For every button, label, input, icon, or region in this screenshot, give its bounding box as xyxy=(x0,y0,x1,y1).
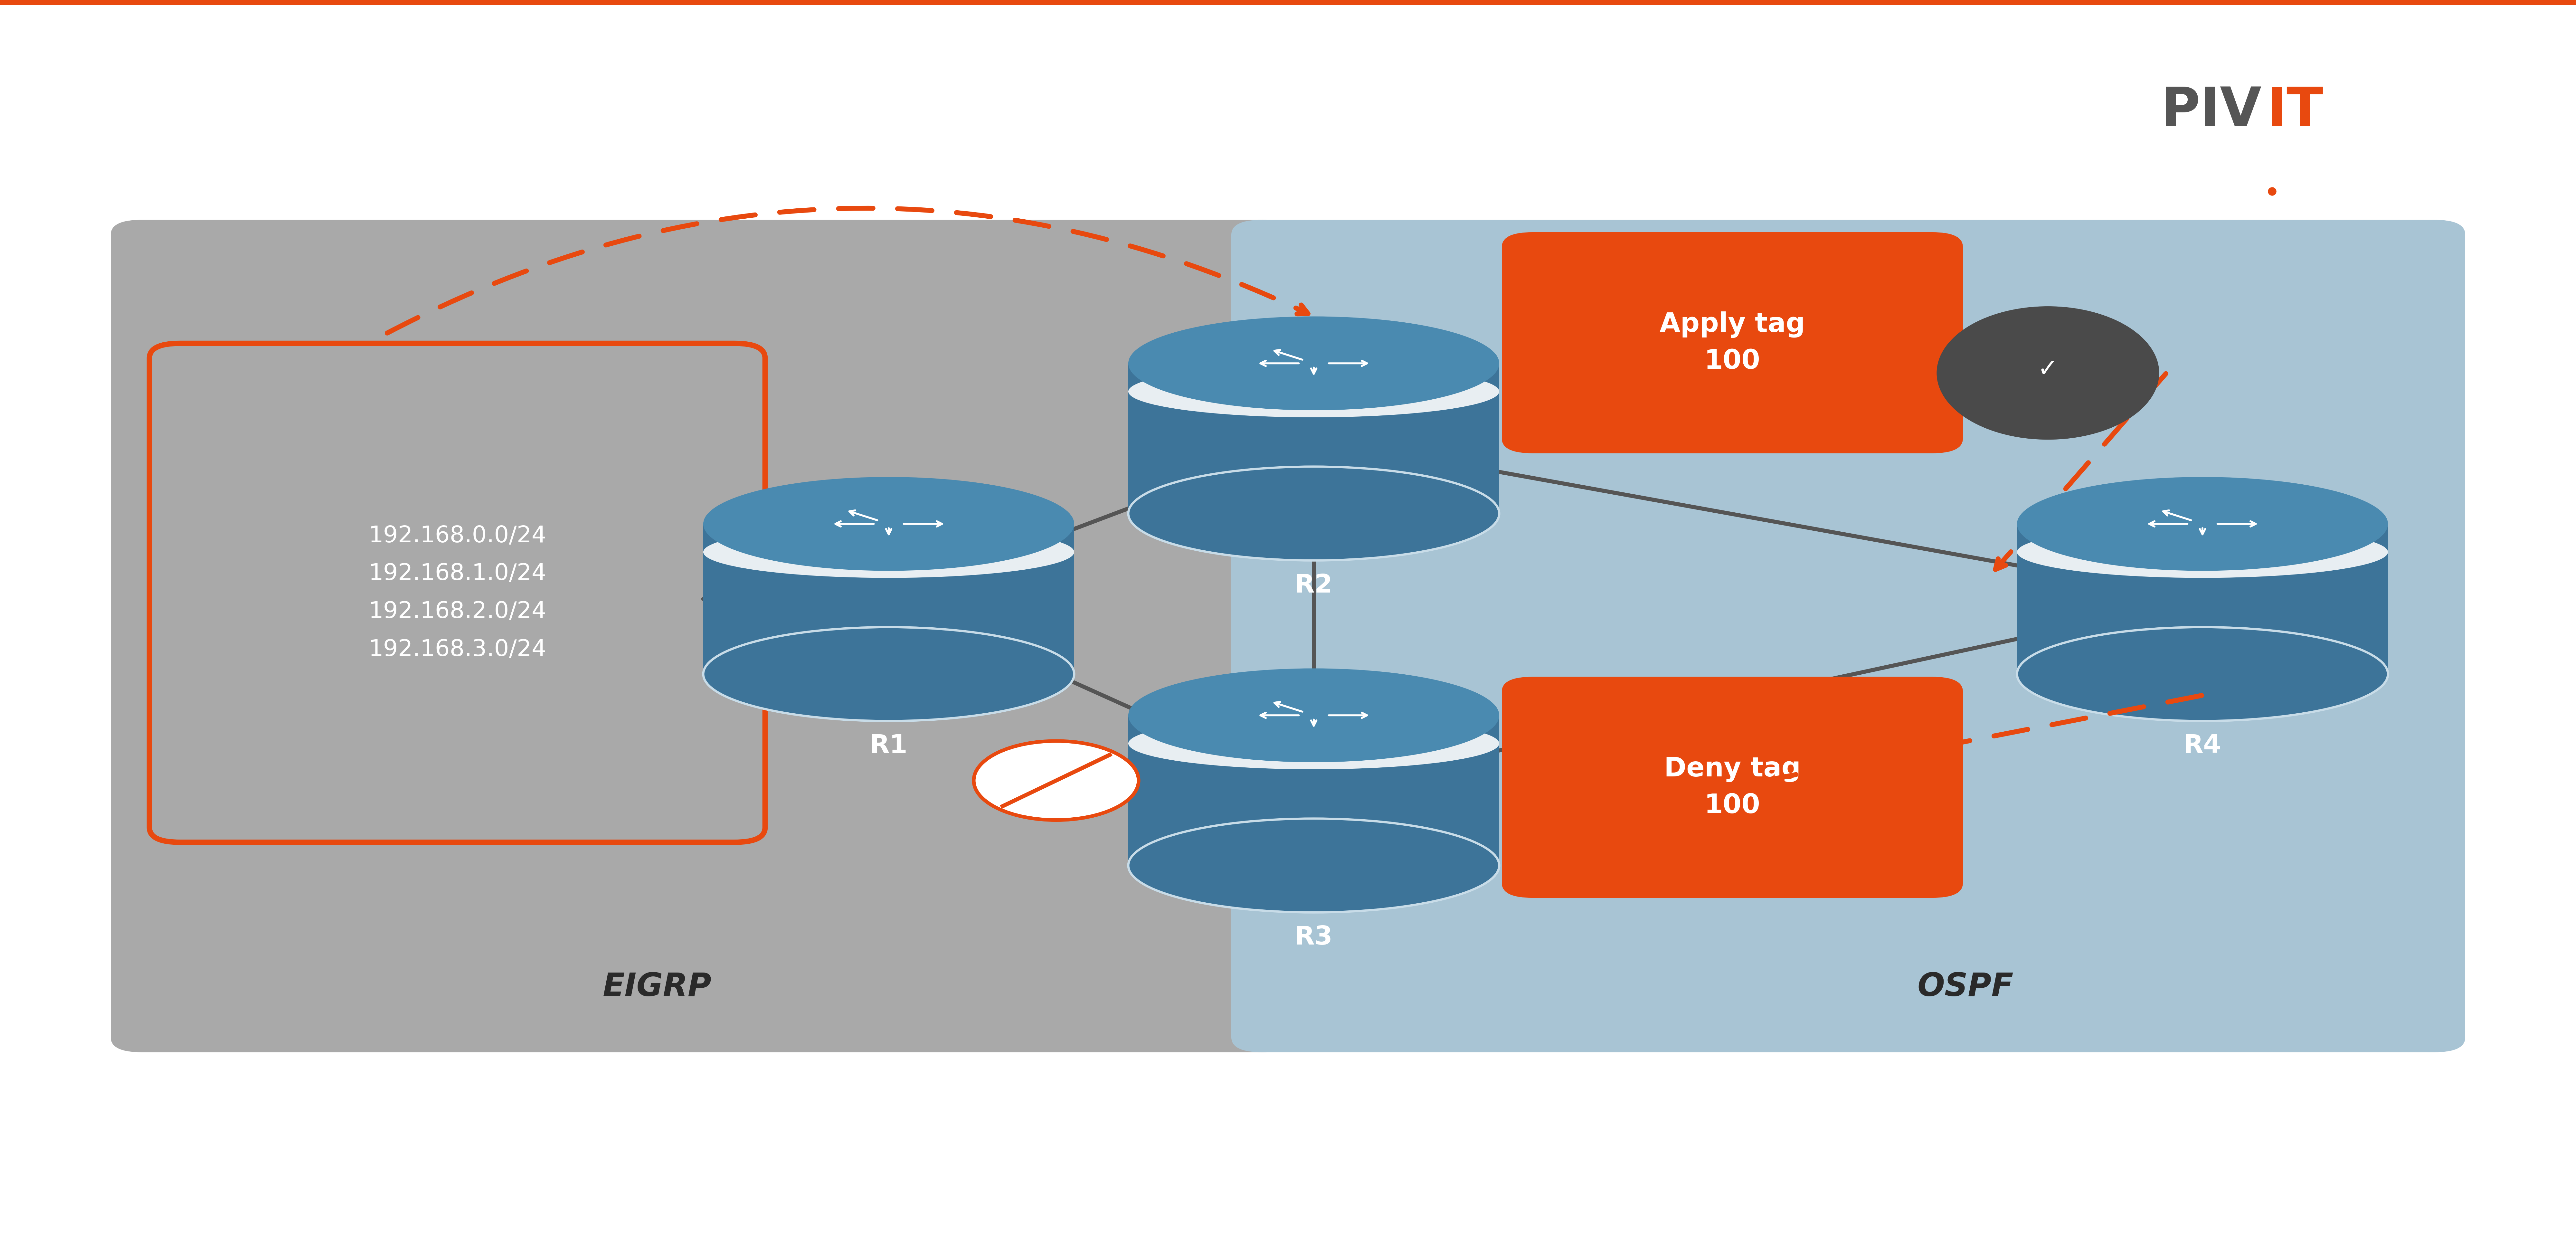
Text: Apply tag
100: Apply tag 100 xyxy=(1659,311,1806,374)
FancyArrowPatch shape xyxy=(1087,785,1103,802)
Polygon shape xyxy=(703,524,1074,674)
Ellipse shape xyxy=(1128,718,1499,769)
FancyArrowPatch shape xyxy=(1996,374,2166,569)
Polygon shape xyxy=(2017,524,2388,674)
Text: R3: R3 xyxy=(1296,925,1332,950)
Text: ✓: ✓ xyxy=(2038,357,2058,382)
Ellipse shape xyxy=(1128,366,1499,417)
FancyBboxPatch shape xyxy=(1231,220,2465,1052)
Ellipse shape xyxy=(2017,526,2388,578)
Text: EIGRP: EIGRP xyxy=(603,972,711,1003)
Text: 192.168.0.0/24
192.168.1.0/24
192.168.2.0/24
192.168.3.0/24: 192.168.0.0/24 192.168.1.0/24 192.168.2.… xyxy=(368,525,546,661)
FancyArrowPatch shape xyxy=(1525,695,2202,827)
FancyBboxPatch shape xyxy=(111,220,1293,1052)
FancyBboxPatch shape xyxy=(1502,677,1963,898)
Text: R1: R1 xyxy=(871,734,907,758)
Ellipse shape xyxy=(703,627,1074,721)
Ellipse shape xyxy=(1128,819,1499,913)
FancyBboxPatch shape xyxy=(149,343,765,842)
Ellipse shape xyxy=(1937,306,2159,440)
Text: OSPF: OSPF xyxy=(1917,972,2014,1003)
Text: Deny tag
100: Deny tag 100 xyxy=(1664,756,1801,819)
Polygon shape xyxy=(1128,363,1499,514)
Polygon shape xyxy=(1128,715,1499,866)
Ellipse shape xyxy=(2017,477,2388,571)
FancyBboxPatch shape xyxy=(1502,232,1963,453)
Ellipse shape xyxy=(2017,627,2388,721)
Ellipse shape xyxy=(1128,668,1499,762)
Text: R2: R2 xyxy=(1296,573,1332,598)
Text: R4: R4 xyxy=(2184,734,2221,758)
Circle shape xyxy=(974,741,1139,820)
Ellipse shape xyxy=(703,477,1074,571)
FancyArrowPatch shape xyxy=(386,209,1309,333)
Ellipse shape xyxy=(703,526,1074,578)
Ellipse shape xyxy=(1128,467,1499,561)
Text: PIV: PIV xyxy=(2161,85,2262,137)
Text: IT: IT xyxy=(2267,85,2324,137)
Ellipse shape xyxy=(1128,316,1499,410)
